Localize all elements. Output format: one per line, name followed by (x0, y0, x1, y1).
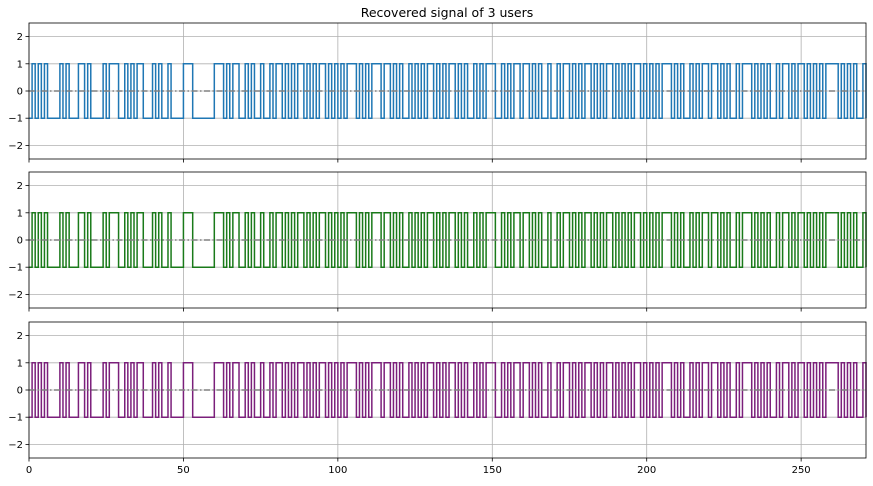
subplots: −2 −1 0 1 2 −2 −1 0 1 2 −2 −1 0 1 2 0 50 100 150 200 250 (8, 22, 867, 476)
subplot-3: −2 −1 0 1 2 0 50 100 150 200 250 (8, 321, 867, 476)
x-tick-label: 100 (328, 465, 347, 476)
y-tick-label: 1 (17, 59, 23, 70)
y-tick-label: −1 (8, 263, 23, 274)
y-tick-label: 2 (17, 331, 23, 342)
y-tick-label: 1 (17, 358, 23, 369)
y-tick-label: 0 (17, 236, 23, 247)
x-tick-label: 250 (792, 465, 811, 476)
y-tick-label: 2 (17, 32, 23, 43)
subplot-2: −2 −1 0 1 2 (8, 171, 867, 312)
x-tick-label: 0 (26, 465, 32, 476)
series-line-1 (29, 63, 867, 119)
x-tick-label: 150 (483, 465, 502, 476)
chart-title: Recovered signal of 3 users (361, 5, 534, 20)
y-tick-label: −2 (8, 290, 23, 301)
series-line-2 (29, 212, 867, 268)
y-tick-label: −2 (8, 440, 23, 451)
y-tick-label: 1 (17, 208, 23, 219)
y-tick-label: 0 (17, 386, 23, 397)
y-tick-label: −1 (8, 413, 23, 424)
series-line-3 (29, 362, 867, 418)
y-tick-label: 0 (17, 87, 23, 98)
x-tick-label: 50 (177, 465, 190, 476)
y-tick-label: −2 (8, 141, 23, 152)
x-tick-label: 200 (637, 465, 656, 476)
y-tick-label: −1 (8, 114, 23, 125)
y-tick-label: 2 (17, 181, 23, 192)
subplot-1: −2 −1 0 1 2 (8, 22, 867, 163)
